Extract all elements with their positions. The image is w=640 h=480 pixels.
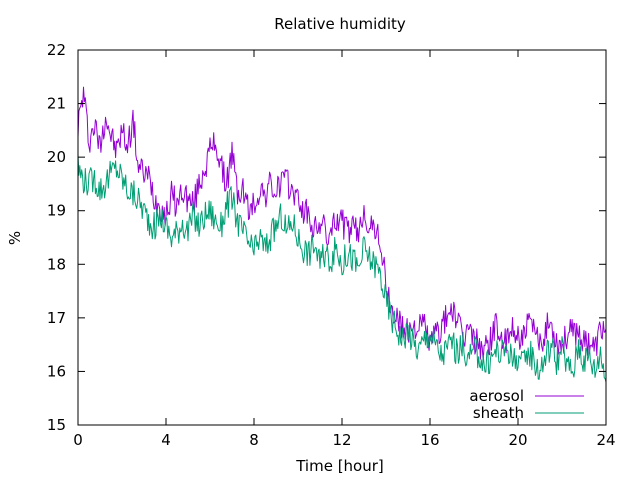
x-axis-title: Time [hour] [295, 457, 384, 475]
x-tick-label: 20 [508, 431, 527, 449]
y-tick-label: 15 [47, 416, 66, 434]
series-layer [77, 86, 607, 383]
x-tick-label: 24 [596, 431, 615, 449]
x-tick-label: 0 [73, 431, 83, 449]
axes-layer: 0 4 8 12 16 20 24 15 16 17 18 19 20 21 22 [47, 41, 616, 449]
y-tick-label: 18 [47, 255, 66, 273]
x-tick-label: 16 [420, 431, 439, 449]
y-tick-label: 19 [47, 202, 66, 220]
y-tick-label: 16 [47, 362, 66, 380]
legend-label-sheath: sheath [473, 404, 524, 422]
chart-title: Relative humidity [274, 15, 406, 33]
series-line-sheath [77, 154, 607, 383]
y-tick-label: 17 [47, 309, 66, 327]
y-tick-label: 22 [47, 41, 66, 59]
x-tick-label: 8 [249, 431, 259, 449]
legend-label-aerosol: aerosol [469, 387, 524, 405]
y-axis-title: % [6, 231, 24, 245]
x-tick-label: 4 [161, 431, 171, 449]
plot-border [77, 49, 607, 426]
y-tick-label: 20 [47, 148, 66, 166]
x-tick-label: 12 [332, 431, 351, 449]
y-tick-label: 21 [47, 95, 66, 113]
series-line-aerosol [77, 86, 607, 363]
